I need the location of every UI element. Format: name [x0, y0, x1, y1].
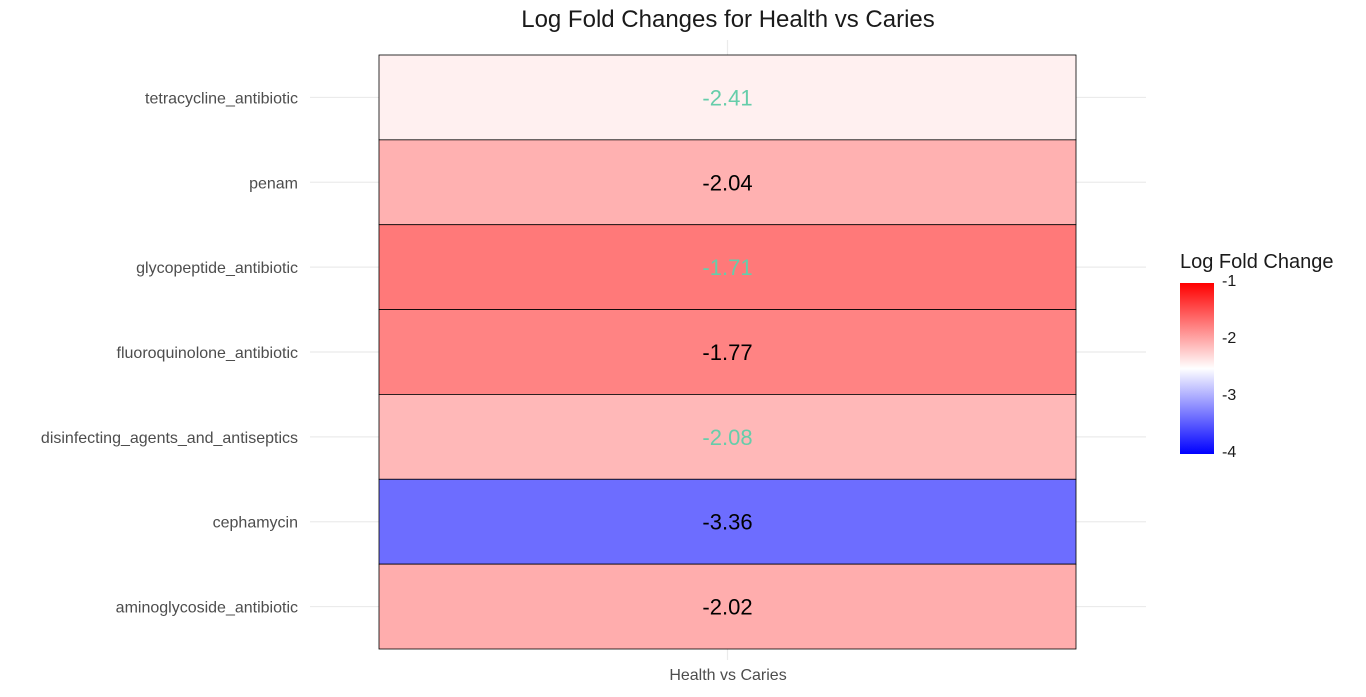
cell-value-label: -2.02: [702, 595, 752, 620]
heatmap-cells: [378, 54, 1077, 650]
chart-title: Log Fold Changes for Health vs Caries: [521, 6, 935, 33]
y-axis-tick-label: disinfecting_agents_and_antiseptics: [41, 430, 298, 447]
heatmap-cell: [378, 563, 1077, 650]
legend-colorbar: [1180, 283, 1214, 454]
y-axis-tick-label: penam: [249, 175, 298, 192]
heatmap-cell: [378, 478, 1077, 565]
legend-tick-label: -4: [1222, 444, 1237, 461]
x-axis-tick-label: Health vs Caries: [669, 667, 787, 684]
heatmap-cell: [378, 224, 1077, 310]
legend-tick-label: -1: [1222, 273, 1237, 290]
cell-value-label: -2.41: [702, 85, 752, 110]
heatmap-cell: [378, 54, 1077, 141]
legend-title: Log Fold Change: [1180, 251, 1334, 273]
y-axis-tick-label: cephamycin: [213, 515, 298, 532]
legend-tick-label: -3: [1222, 387, 1237, 404]
cell-value-label: -2.04: [702, 170, 752, 195]
y-axis-tick-label: aminoglycoside_antibiotic: [116, 600, 298, 617]
cell-value-label: -1.77: [702, 340, 752, 365]
heatmap-cell: [378, 139, 1077, 226]
heatmap-cell: [378, 309, 1077, 395]
heatmap-cell: [378, 394, 1077, 480]
y-axis-tick-label: fluoroquinolone_antibiotic: [117, 345, 298, 362]
legend-tick-label: -2: [1222, 330, 1237, 347]
cell-value-label: -1.71: [702, 255, 752, 280]
y-axis-tick-label: tetracycline_antibiotic: [145, 90, 298, 107]
cell-value-label: -3.36: [702, 510, 752, 535]
cell-value-label: -2.08: [702, 425, 752, 450]
y-axis-tick-label: glycopeptide_antibiotic: [136, 260, 298, 277]
cell-labels: -2.41 -2.04 -1.71 -1.77 -2.08 -3.36 -2.02: [702, 85, 752, 619]
